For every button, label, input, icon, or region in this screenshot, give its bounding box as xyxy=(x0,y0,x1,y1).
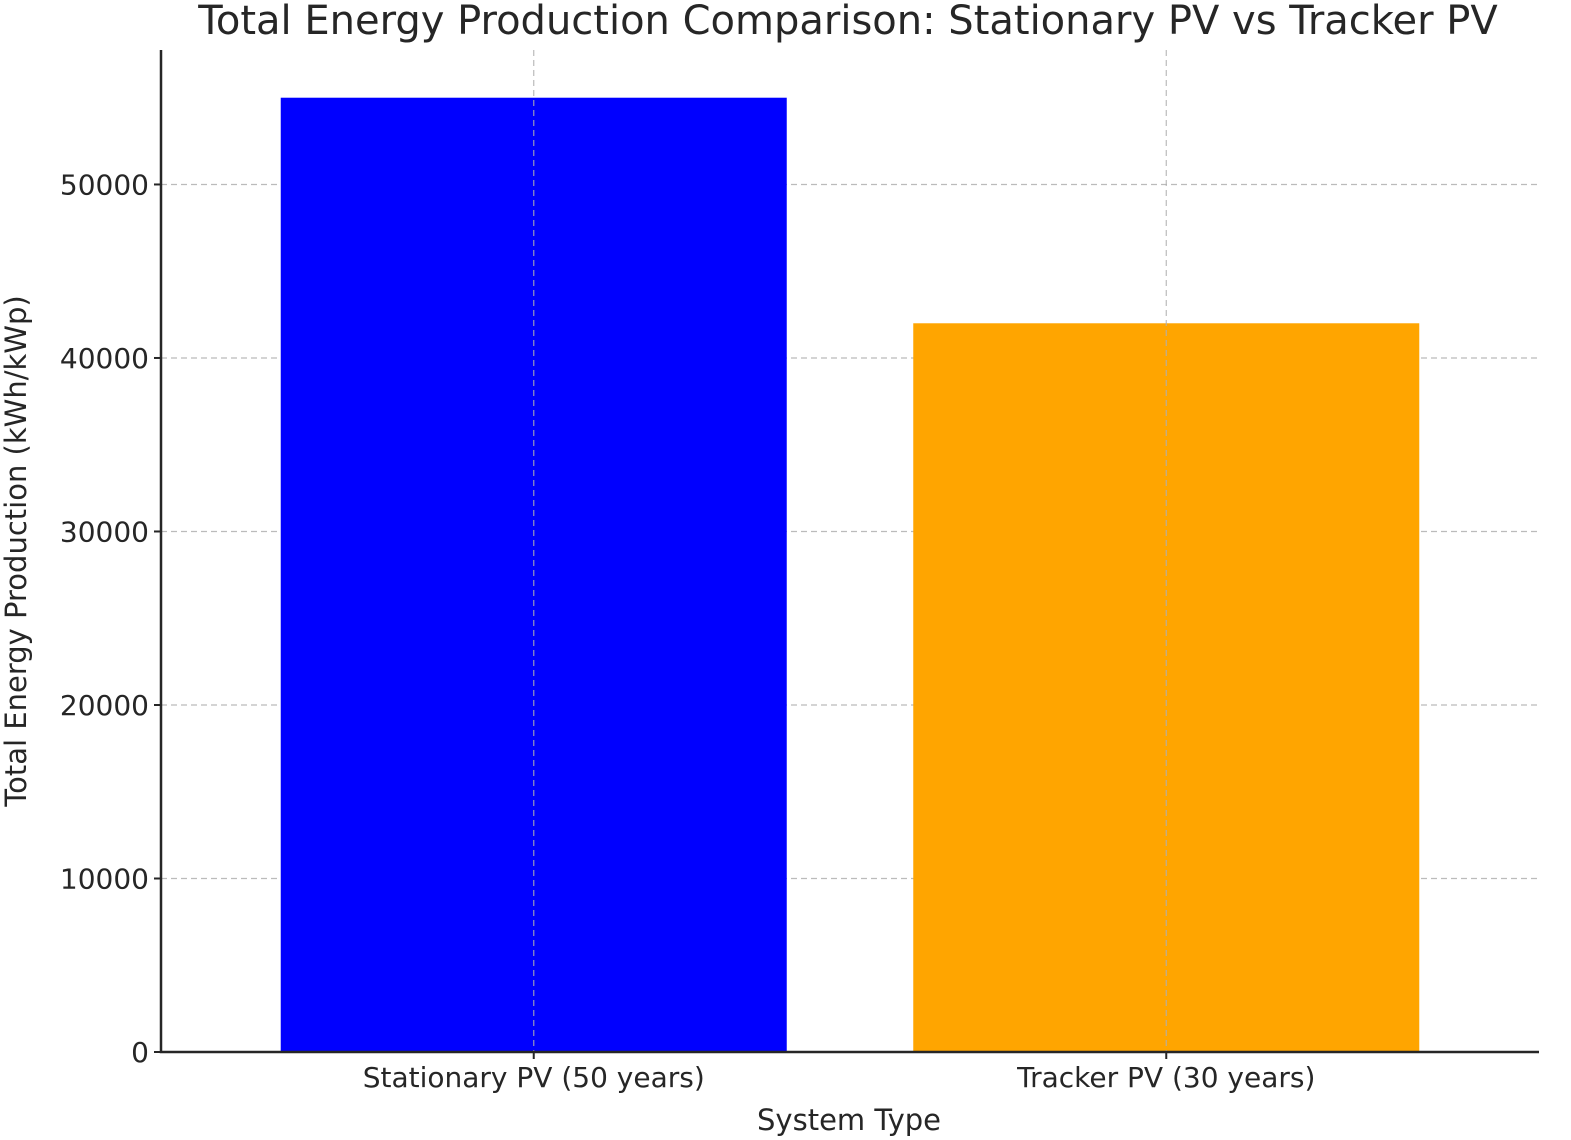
y-tick-label: 20000 xyxy=(60,689,149,722)
y-axis-ticks: 0 10000 20000 30000 40000 50000 xyxy=(60,168,161,1069)
y-tick-label: 10000 xyxy=(60,862,149,895)
x-grid-lines xyxy=(533,50,1167,1052)
x-axis-label: System Type xyxy=(757,1103,941,1137)
y-tick-label: 50000 xyxy=(60,168,149,201)
y-tick-label: 30000 xyxy=(60,515,149,548)
x-axis-ticks: Stationary PV (50 years) Tracker PV (30 y… xyxy=(363,1052,1315,1094)
y-tick-label: 40000 xyxy=(60,342,149,375)
chart-title: Total Energy Production Comparison: Stat… xyxy=(197,0,1498,44)
x-tick-label: Stationary PV (50 years) xyxy=(363,1061,705,1094)
x-tick-label: Tracker PV (30 years) xyxy=(1016,1061,1315,1094)
y-axis-label: Total Energy Production (kWh/kWp) xyxy=(0,295,33,807)
bars xyxy=(280,97,1420,1053)
y-tick-label: 0 xyxy=(131,1036,149,1069)
